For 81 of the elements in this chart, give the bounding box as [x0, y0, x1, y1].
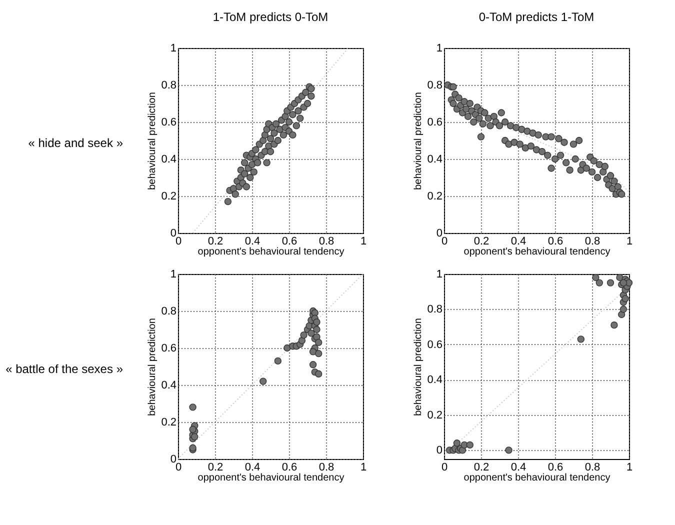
x-tick-label: 0.6	[548, 236, 564, 248]
y-tick-label: 1	[436, 42, 442, 54]
point	[284, 344, 291, 352]
x-tick-label: 0.2	[474, 462, 490, 474]
y-tick-label: 0.6	[427, 338, 442, 351]
x-tick-label: 0.2	[208, 236, 224, 248]
x-tick-label: 0.6	[282, 236, 298, 248]
y-tick-label: 1	[170, 268, 176, 280]
y-tick-label: 0.8	[161, 80, 176, 92]
point	[315, 338, 322, 346]
y-tick-label: 0.4	[161, 380, 176, 392]
chart-title: 1-ToM predicts 0-ToM	[212, 10, 328, 24]
text: « battle of the sexes »	[6, 362, 124, 376]
y-tick-label: 0.4	[161, 154, 176, 166]
point	[260, 378, 267, 385]
point	[606, 279, 614, 286]
line-series	[444, 99, 630, 193]
x-tick-label: 1	[626, 462, 633, 474]
y-tick-label: 0.4	[427, 154, 442, 166]
y-tick-label: 0	[170, 228, 176, 240]
x-tick-label: 1	[626, 236, 633, 248]
y-tick-label: 0.2	[161, 190, 176, 202]
point	[300, 331, 308, 339]
x-axis-title: opponent's behavioural tendency	[464, 472, 610, 484]
y-tick-label: 0.8	[427, 80, 442, 92]
point	[592, 274, 600, 282]
text: « hide and seek »	[28, 136, 124, 150]
point	[453, 440, 461, 447]
x-tick-label: 0.2	[208, 462, 224, 474]
y-axis-title: behavioural prediction	[413, 92, 424, 190]
chart-title: 0-ToM predicts 1-ToM	[478, 10, 594, 24]
x-tick-label: 0.8	[584, 236, 600, 248]
x-tick-label: 1	[360, 236, 367, 248]
point	[610, 322, 618, 329]
point	[466, 441, 474, 448]
point	[308, 330, 315, 337]
y-axis-title: behavioural prediction	[413, 318, 424, 416]
y-tick-label: 0	[170, 454, 176, 466]
x-tick-label: 0.4	[510, 236, 526, 248]
x-axis-title: opponent's behavioural tendency	[198, 472, 344, 484]
y-tick-label: 0	[436, 228, 442, 240]
y-tick-label: 0.2	[427, 190, 442, 202]
point	[313, 318, 320, 326]
point	[315, 350, 322, 358]
y-tick-label: 0.6	[161, 116, 176, 128]
x-axis-title: opponent's behavioural tendency	[464, 246, 610, 258]
y-tick-label: 0.2	[161, 416, 176, 428]
point	[577, 336, 584, 343]
point	[620, 306, 628, 313]
y-axis-title: behavioural prediction	[147, 92, 158, 190]
x-tick-label: 0.6	[282, 462, 298, 474]
x-tick-label: 0.8	[318, 236, 334, 248]
y-tick-label: 1	[170, 42, 176, 54]
x-tick-label: 0.8	[584, 462, 600, 474]
point	[189, 404, 196, 411]
point	[309, 361, 317, 368]
y-tick-label: 0.8	[161, 306, 176, 318]
point	[596, 279, 603, 286]
point	[315, 370, 322, 378]
x-tick-label: 0.4	[510, 462, 526, 474]
y-tick-label: 0.6	[427, 116, 442, 128]
x-tick-label: 0.4	[244, 462, 260, 474]
x-tick-label: 0.2	[474, 236, 490, 248]
y-tick-label: 0.2	[427, 409, 442, 422]
x-tick-label: 0.6	[548, 462, 564, 474]
y-tick-label: 0.6	[161, 342, 176, 354]
y-tick-label: 0.4	[427, 374, 442, 386]
y-tick-label: 0	[436, 444, 442, 457]
point	[298, 337, 306, 344]
y-axis-title: behavioural prediction	[147, 318, 158, 416]
x-tick-label: 0.8	[318, 462, 334, 474]
x-tick-label: 0.4	[244, 236, 260, 248]
point	[309, 348, 317, 356]
point	[505, 446, 512, 454]
point	[622, 295, 629, 302]
point	[274, 357, 282, 365]
x-axis-title: opponent's behavioural tendency	[198, 246, 344, 258]
x-tick-label: 1	[360, 462, 367, 474]
point	[313, 326, 320, 334]
y-tick-label: 1	[436, 268, 442, 280]
y-tick-label: 0.8	[427, 304, 442, 316]
